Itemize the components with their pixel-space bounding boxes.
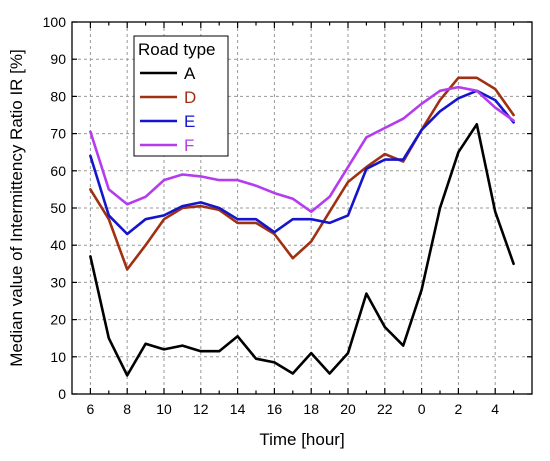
- axes: 0 10 20 30 40 50 60 70 80 90 100 6 8 10 12 14 16 18 20 22 0 2…: [43, 14, 532, 417]
- series-line-F: [89, 85, 515, 213]
- y-tick-label: 50: [50, 200, 66, 216]
- y-tick-label: 90: [50, 51, 66, 67]
- x-tick-label: 4: [491, 401, 499, 417]
- y-tick-label: 70: [50, 126, 66, 142]
- series-lines: [89, 76, 515, 377]
- legend-label-E: E: [184, 112, 195, 131]
- y-tick-label: 80: [50, 88, 66, 104]
- x-tick-label: 0: [418, 401, 426, 417]
- y-tick-label: 20: [50, 312, 66, 328]
- x-tick-label: 22: [377, 401, 393, 417]
- x-tick-label: 8: [123, 401, 131, 417]
- y-tick-label: 10: [50, 349, 66, 365]
- legend-title: Road type: [138, 40, 216, 59]
- series-line-A: [89, 123, 515, 377]
- x-tick-label: 16: [267, 401, 283, 417]
- y-tick-label: 60: [50, 163, 66, 179]
- series-line-E: [89, 89, 515, 236]
- y-tick-label: 40: [50, 237, 66, 253]
- legend-label-F: F: [184, 136, 194, 155]
- x-tick-label: 2: [455, 401, 463, 417]
- y-axis-label: Median value of Intermittency Ratio IR […: [7, 49, 26, 366]
- legend-label-A: A: [184, 64, 196, 83]
- x-tick-label: 20: [340, 401, 356, 417]
- y-tick-label: 30: [50, 274, 66, 290]
- series-line-D: [89, 76, 515, 271]
- x-tick-label: 18: [303, 401, 319, 417]
- x-tick-label: 6: [87, 401, 95, 417]
- legend-label-D: D: [184, 88, 196, 107]
- x-tick-label: 12: [193, 401, 209, 417]
- x-tick-label: 10: [156, 401, 172, 417]
- x-axis-label: Time [hour]: [259, 430, 344, 449]
- y-tick-label: 0: [58, 386, 66, 402]
- y-tick-label: 100: [43, 14, 67, 30]
- x-tick-label: 14: [230, 401, 246, 417]
